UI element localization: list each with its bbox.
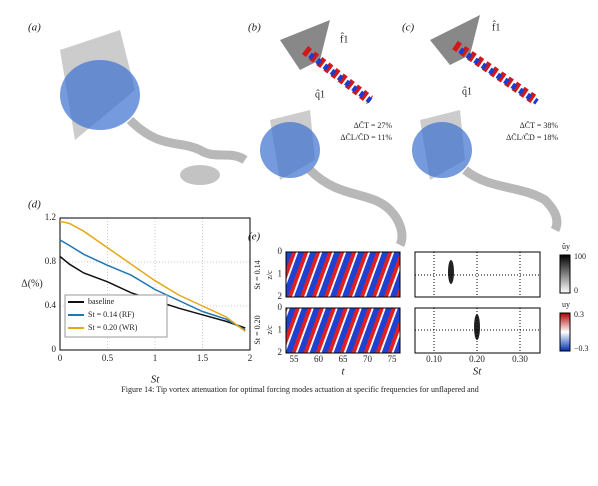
annotation: q̂1	[462, 86, 472, 97]
colorbar-tick: −0.3	[574, 344, 589, 353]
plot-frame	[59, 217, 251, 351]
y-tick-label: 0	[278, 302, 283, 312]
x-tick-label: 60	[314, 354, 324, 364]
annotation: f̂1	[340, 32, 348, 45]
annotation: ΔC̄T = 38%	[520, 121, 559, 130]
x-tick-label: 0.10	[426, 354, 442, 364]
y-tick-label: 2	[278, 347, 283, 357]
colorbar-title: ûy	[562, 242, 570, 251]
annotation: ΔC̄L/C̄D = 11%	[340, 133, 392, 142]
legend-label: St = 0.14 (RF)	[88, 310, 135, 319]
panel-label: (c)	[402, 22, 415, 34]
series-line	[59, 220, 246, 332]
x-axis-label: St	[151, 374, 161, 386]
render-c	[412, 15, 562, 233]
y-tick-label: 1	[278, 325, 283, 335]
series-line	[59, 239, 246, 331]
annotation: ΔC̄L/C̄D = 18%	[506, 133, 558, 142]
x-tick-label: 0.20	[469, 354, 485, 364]
x-axis-label: St	[473, 366, 483, 378]
x-tick-label: 70	[363, 354, 373, 364]
y-tick-label: 1.2	[45, 212, 56, 222]
panel-label: (b)	[248, 22, 261, 34]
colorbar-tick: 100	[574, 252, 586, 261]
x-axis-label: t	[341, 366, 345, 378]
y-axis-label: z/c	[265, 325, 274, 335]
y-tick-label: 0.8	[45, 256, 57, 266]
y-tick-label: 1	[278, 269, 283, 279]
y-tick-label: 2	[278, 291, 283, 301]
x-tick-label: 0.30	[512, 354, 528, 364]
legend-label: St = 0.20 (WR)	[88, 323, 138, 332]
colorbar-tick: 0	[574, 286, 578, 295]
annotation: f̂1	[492, 20, 500, 33]
x-tick-label: 1	[153, 353, 158, 363]
line-chart: 0 0.4 0.8 1.2 0 0.5 1 1.5 2 baseline St = 0.14 (RF…	[45, 212, 253, 363]
colorbar-tick: 0.3	[574, 310, 584, 319]
x-tick-label: 75	[388, 354, 398, 364]
x-tick-label: 65	[339, 354, 349, 364]
x-tick-label: 1.5	[197, 353, 209, 363]
x-tick-label: 0.5	[102, 353, 114, 363]
heatmaps	[285, 251, 571, 354]
panel-label: (d)	[28, 199, 41, 211]
legend-label: baseline	[88, 297, 115, 306]
row-label: St = 0.14	[253, 260, 262, 289]
y-axis-label: z/c	[265, 270, 274, 280]
x-tick-label: 0	[58, 353, 63, 363]
panel-label: (e)	[248, 231, 261, 243]
annotation: ΔC̄T = 27%	[354, 121, 393, 130]
x-tick-label: 55	[290, 354, 300, 364]
y-tick-label: 0	[52, 344, 57, 354]
render-a	[60, 30, 248, 185]
row-label: St = 0.20	[253, 315, 262, 344]
colorbar-title: uy	[562, 300, 570, 309]
y-axis-label: Δ(%)	[21, 278, 42, 289]
annotation: q̂1	[315, 89, 325, 100]
panel-label: (a)	[28, 22, 41, 34]
y-tick-label: 0.4	[45, 300, 57, 310]
y-tick-label: 0	[278, 246, 283, 256]
x-tick-label: 2	[248, 353, 253, 363]
caption: Figure 14: Tip vortex attenuation for op…	[121, 385, 478, 394]
render-b	[260, 20, 407, 248]
